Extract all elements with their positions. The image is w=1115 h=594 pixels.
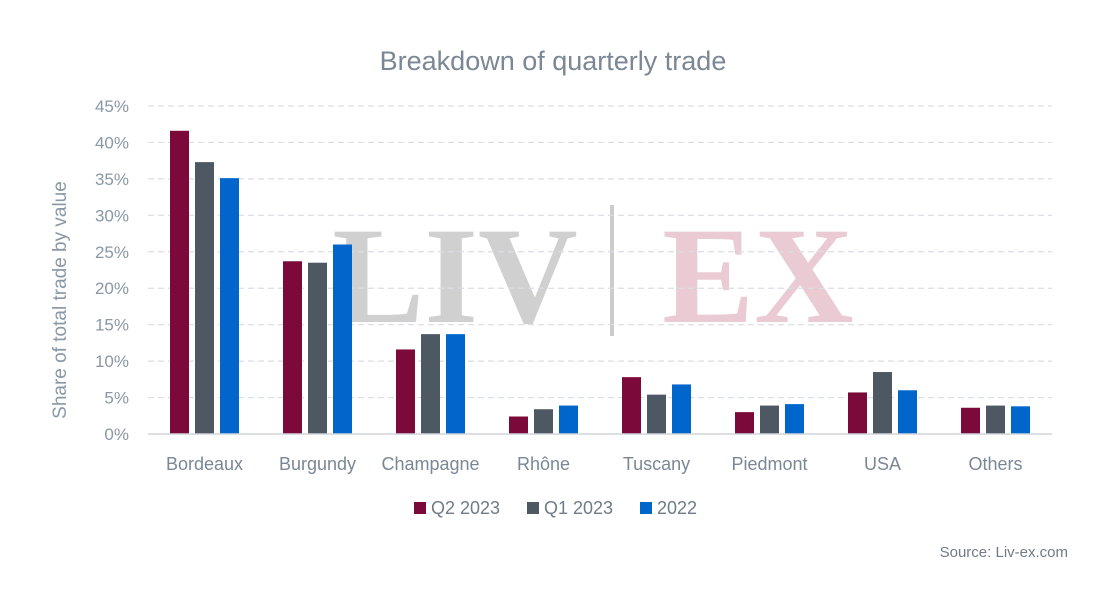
y-axis-label: Share of total trade by value: [50, 181, 71, 419]
bar: [559, 405, 578, 434]
bar: [986, 405, 1005, 434]
bar: [672, 384, 691, 434]
bar: [396, 349, 415, 434]
bar: [873, 372, 892, 434]
bar: [898, 390, 917, 434]
x-tick-label: Rhône: [517, 454, 570, 474]
watermark-liv: LIV: [332, 199, 577, 352]
legend-item: Q1 2023: [527, 498, 613, 518]
watermark-ex: EX: [662, 199, 854, 352]
legend: Q2 2023 Q1 2023 2022: [414, 498, 697, 518]
x-tick-label: Burgundy: [279, 454, 356, 474]
x-tick-label: Piedmont: [731, 454, 807, 474]
bar: [446, 334, 465, 434]
x-tick-label: USA: [864, 454, 901, 474]
category-labels: Bordeaux Burgundy Champagne Rhône Tuscany Pie…: [166, 454, 1023, 474]
bar: [735, 412, 754, 434]
y-tick-label: 0%: [104, 425, 129, 444]
legend-label: 2022: [657, 498, 697, 518]
bar: [848, 392, 867, 434]
legend-item: 2022: [640, 498, 697, 518]
legend-label: Q1 2023: [544, 498, 613, 518]
x-tick-label: Champagne: [381, 454, 479, 474]
bar: [308, 262, 327, 434]
bar: [333, 244, 352, 434]
y-tick-label: 30%: [95, 206, 129, 225]
bar: [1011, 406, 1030, 434]
bar: [283, 261, 302, 434]
bars: [170, 130, 1030, 434]
y-tick-label: 45%: [95, 97, 129, 116]
bar: [220, 178, 239, 434]
legend-item: Q2 2023: [414, 498, 500, 518]
y-tick-label: 15%: [95, 316, 129, 335]
watermark-logo: LIV EX: [332, 199, 854, 352]
bar: [647, 394, 666, 434]
y-tick-labels: 0% 5% 10% 15% 20% 25% 30% 35% 40% 45%: [95, 97, 129, 444]
bar: [170, 130, 189, 434]
y-tick-label: 5%: [104, 389, 129, 408]
x-tick-label: Others: [968, 454, 1022, 474]
bar: [195, 162, 214, 434]
y-tick-label: 25%: [95, 243, 129, 262]
legend-swatch: [414, 502, 426, 514]
bar: [961, 407, 980, 434]
y-tick-label: 40%: [95, 133, 129, 152]
chart-title: Breakdown of quarterly trade: [380, 46, 727, 76]
source-note: Source: Liv-ex.com: [940, 544, 1068, 561]
legend-swatch: [527, 502, 539, 514]
bar: [622, 377, 641, 434]
bar: [509, 416, 528, 434]
x-tick-label: Bordeaux: [166, 454, 243, 474]
y-tick-label: 35%: [95, 170, 129, 189]
bar: [785, 404, 804, 434]
bar: [760, 405, 779, 434]
y-tick-label: 20%: [95, 279, 129, 298]
legend-label: Q2 2023: [431, 498, 500, 518]
y-tick-label: 10%: [95, 352, 129, 371]
legend-swatch: [640, 502, 652, 514]
x-tick-label: Tuscany: [623, 454, 690, 474]
bar: [421, 334, 440, 434]
bar: [534, 409, 553, 434]
